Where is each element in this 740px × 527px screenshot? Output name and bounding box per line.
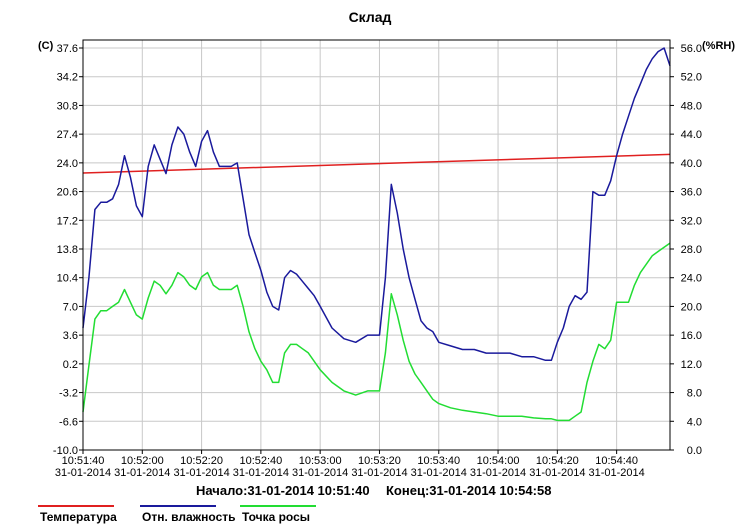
- y-left-unit: (C): [38, 40, 54, 52]
- x-tick-date: 31-01-2014: [292, 467, 348, 479]
- x-tick-date: 31-01-2014: [588, 467, 644, 479]
- y-right-tick-label: 48.0: [681, 100, 702, 112]
- x-tick-time: 10:53:00: [299, 455, 342, 467]
- x-tick-date: 31-01-2014: [529, 467, 585, 479]
- series-line-1: [82, 153, 671, 174]
- x-tick-date: 31-01-2014: [411, 467, 467, 479]
- x-tick-date: 31-01-2014: [55, 467, 111, 479]
- x-tick-time: 10:53:20: [358, 455, 401, 467]
- x-tick-date: 31-01-2014: [233, 467, 289, 479]
- y-right-unit: (%RH): [702, 40, 735, 52]
- legend-label: Точка росы: [242, 510, 310, 524]
- series-line-2: [82, 47, 671, 362]
- y-right-tick-label: 24.0: [681, 273, 702, 285]
- y-right-tick-labels: 56.0 52.0 48.0 44.0 40.0 36.0 32.0 28.0 24.0 20.0…: [681, 43, 702, 457]
- y-right-tick-label: 20.0: [681, 301, 702, 313]
- y-right-tick-label: 56.0: [681, 43, 702, 55]
- y-left-tick-labels: 37.6 34.2 30.8 27.4 24.0 20.6 17.2 13.8 10.4 7.0 3…: [53, 43, 78, 457]
- y-right-tick-label: 8.0: [687, 388, 702, 400]
- x-tick-time: 10:52:00: [121, 455, 164, 467]
- y-right-tick-label: 44.0: [681, 129, 702, 141]
- y-left-tick-label: 34.2: [57, 72, 78, 84]
- y-right-tick-label: 16.0: [681, 330, 702, 342]
- x-tick-date: 31-01-2014: [470, 467, 526, 479]
- series-line-3: [82, 242, 671, 422]
- x-tick-time: 10:51:40: [62, 455, 105, 467]
- y-right-tick-label: 52.0: [681, 72, 702, 84]
- chart-title: Склад: [349, 9, 392, 25]
- x-tick-time: 10:53:40: [417, 455, 460, 467]
- y-right-tick-label: 4.0: [687, 416, 702, 428]
- x-tick-time: 10:52:20: [180, 455, 223, 467]
- y-left-tick-label: 17.2: [57, 215, 78, 227]
- y-left-tick-label: 13.8: [57, 244, 78, 256]
- y-left-tick-label: 7.0: [63, 301, 78, 313]
- y-right-tick-label: 32.0: [681, 215, 702, 227]
- x-tick-time: 10:54:00: [477, 455, 520, 467]
- y-left-tick-label: 24.0: [57, 158, 78, 170]
- legend-label: Отн. влажность: [142, 510, 236, 524]
- range-end: Конец:31-01-2014 10:54:58: [386, 483, 551, 498]
- legend-label: Температура: [40, 510, 117, 524]
- range-start: Начало:31-01-2014 10:51:40: [196, 483, 370, 498]
- x-tick-time: 10:52:40: [239, 455, 282, 467]
- y-left-tick-label: 0.2: [63, 359, 78, 371]
- y-right-tick-label: 40.0: [681, 158, 702, 170]
- y-left-tick-label: 37.6: [57, 43, 78, 55]
- x-tick-time: 10:54:20: [536, 455, 579, 467]
- x-tick-time: 10:54:40: [595, 455, 638, 467]
- y-right-tick-label: 12.0: [681, 359, 702, 371]
- y-left-tick-label: -3.2: [59, 388, 78, 400]
- y-left-tick-label: 20.6: [57, 187, 78, 199]
- y-left-tick-label: 10.4: [57, 273, 78, 285]
- legend: Температура Отн. влажность Точка росы: [38, 505, 316, 524]
- x-tick-date: 31-01-2014: [114, 467, 170, 479]
- y-left-tick-label: 3.6: [63, 330, 78, 342]
- plot-frame: [82, 39, 671, 451]
- y-left-tick-label: -6.6: [59, 416, 78, 428]
- y-left-tick-label: -10.0: [53, 445, 78, 457]
- y-left-tick-label: 27.4: [57, 129, 78, 141]
- y-left-tick-label: 30.8: [57, 100, 78, 112]
- y-right-tick-label: 0.0: [687, 445, 702, 457]
- x-tick-date: 31-01-2014: [351, 467, 407, 479]
- y-right-tick-label: 36.0: [681, 187, 702, 199]
- y-right-tick-label: 28.0: [681, 244, 702, 256]
- series-lines: [82, 47, 671, 422]
- x-tick-labels: 10:51:4031-01-201410:52:0031-01-201410:5…: [55, 455, 645, 479]
- x-tick-date: 31-01-2014: [173, 467, 229, 479]
